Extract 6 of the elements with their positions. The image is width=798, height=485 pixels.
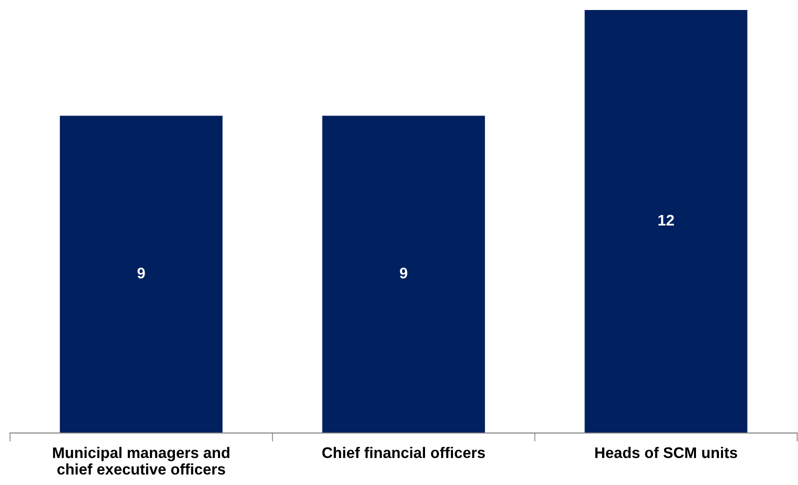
data-label: 12 [658,214,674,226]
x-tick-label: Chief financial officers [322,446,485,458]
x-tick-label: Heads of SCM units [595,446,738,458]
data-label: 9 [137,268,145,278]
data-label: 9 [400,268,408,278]
x-tick-label: Municipal managers and chief executive officers [53,446,230,475]
